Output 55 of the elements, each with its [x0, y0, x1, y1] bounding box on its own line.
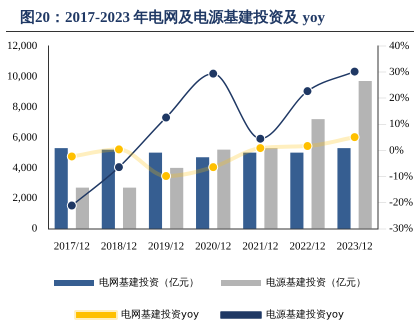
legend-label: 电网基建投资yoy	[121, 308, 200, 321]
y-tick-label: 2,000	[12, 192, 38, 204]
point	[161, 112, 172, 123]
y2-tick-label: 0%	[389, 144, 404, 156]
y-tick-label: 10,000	[7, 70, 38, 82]
x-tick-label: 2023/12	[336, 240, 373, 252]
y2-tick-label: 30%	[389, 66, 410, 78]
bar	[264, 148, 278, 229]
point	[255, 143, 266, 154]
legend-label: 电源基建投资yoy	[266, 308, 344, 321]
bar	[76, 188, 89, 229]
y2-tick-label: -10%	[389, 170, 413, 182]
y2-tick-label: -30%	[389, 222, 413, 235]
chart-title: 图20：2017-2023 年电网及电源基建投资及 yoy	[6, 0, 414, 32]
x-tick-label: 2022/12	[289, 240, 326, 252]
y-tick-label: 4,000	[12, 162, 38, 174]
bar	[170, 168, 184, 229]
y2-tick-label: 10%	[389, 118, 410, 130]
bar	[102, 150, 115, 229]
y-tick-label: 12,000	[7, 40, 38, 52]
bar	[148, 152, 162, 229]
bar	[54, 148, 68, 229]
bar	[122, 188, 136, 229]
point	[350, 132, 360, 142]
y-tick-label: 0	[32, 222, 38, 235]
point	[350, 66, 360, 77]
x-tick-label: 2018/12	[100, 240, 137, 252]
point	[66, 200, 77, 211]
y2-tick-label: 20%	[389, 92, 410, 104]
point	[255, 134, 266, 144]
point	[114, 162, 124, 172]
bar	[358, 81, 372, 229]
x-tick-label: 2019/12	[148, 240, 184, 252]
point	[302, 141, 312, 152]
x-tick-label: 2020/12	[195, 240, 232, 252]
bar	[196, 157, 210, 229]
point	[66, 151, 77, 162]
bar	[243, 152, 256, 229]
y2-tick-label: -20%	[389, 196, 413, 209]
point	[161, 171, 172, 182]
bar	[217, 150, 230, 229]
point	[208, 162, 218, 172]
x-tick-label: 2021/12	[242, 240, 278, 252]
x-tick-label: 2017/12	[54, 240, 90, 252]
point	[302, 86, 312, 96]
point	[114, 144, 124, 154]
y2-tick-label: 40%	[389, 40, 410, 52]
point	[208, 68, 218, 79]
legend-label: 电网基建投资（亿元）	[99, 276, 199, 289]
bar	[337, 148, 351, 229]
bar	[290, 152, 304, 229]
legend-label: 电源基建投资（亿元）	[266, 276, 366, 289]
bar	[312, 119, 325, 229]
y-tick-label: 6,000	[12, 131, 38, 144]
y-tick-label: 8,000	[12, 100, 38, 113]
